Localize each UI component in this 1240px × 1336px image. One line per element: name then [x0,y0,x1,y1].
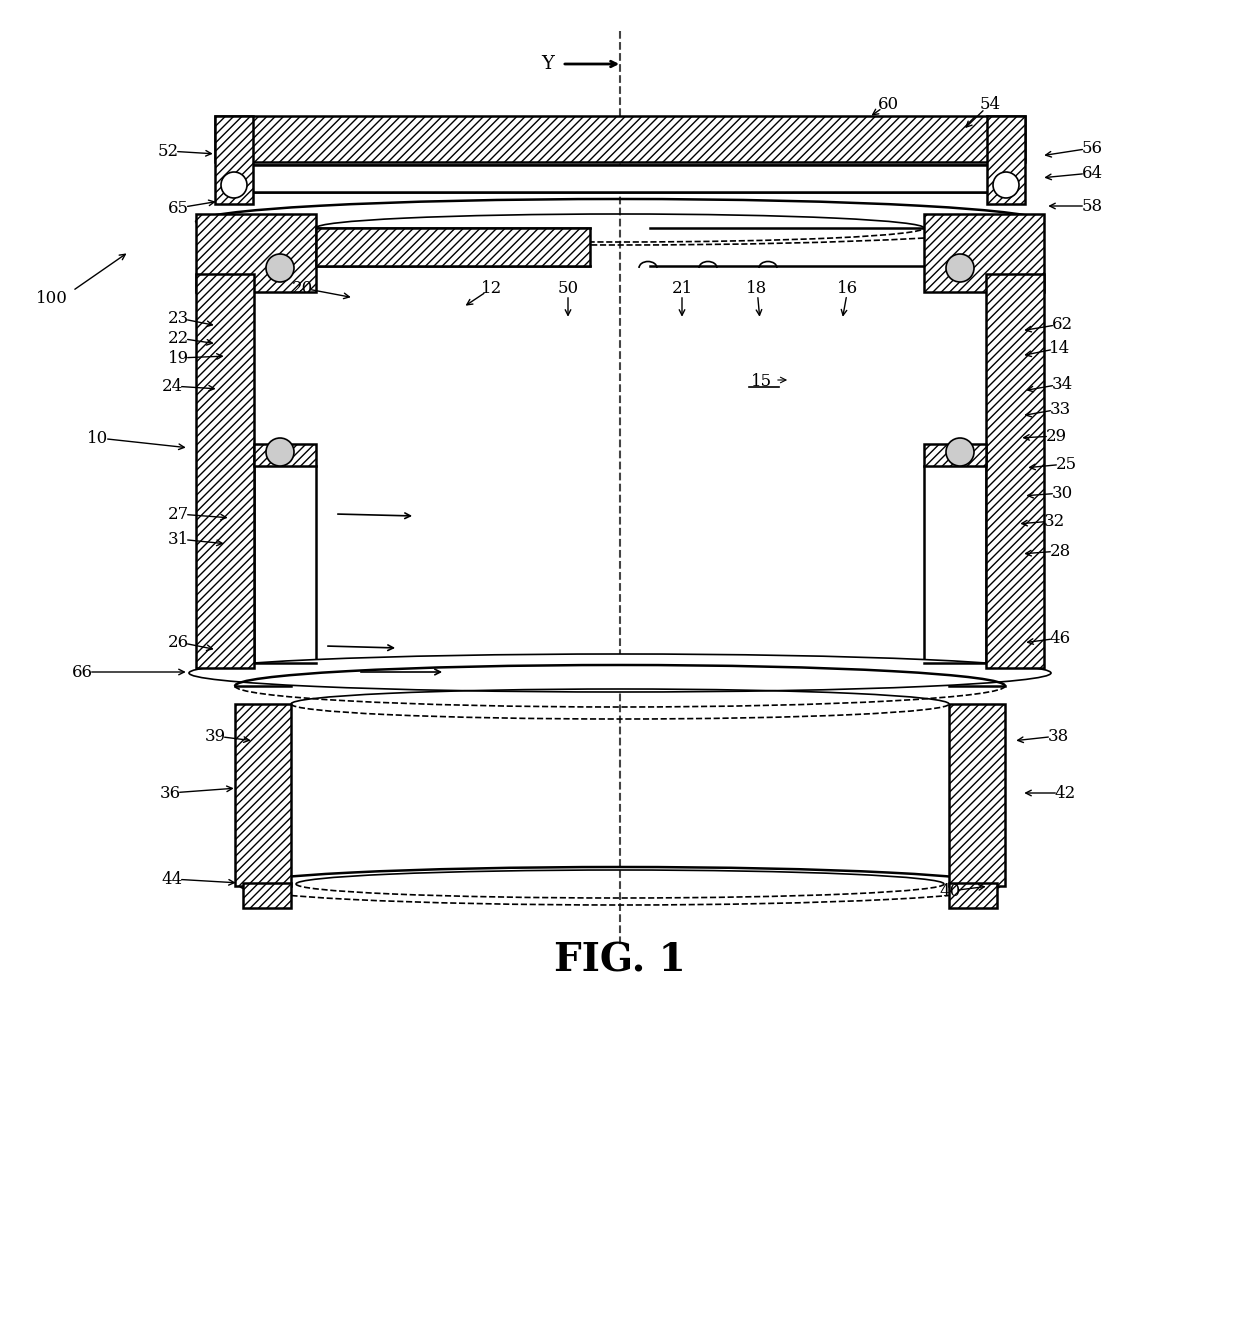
Text: 100: 100 [36,290,68,306]
Text: FIG. 1: FIG. 1 [554,942,686,981]
Text: 29: 29 [1045,428,1066,445]
Text: 40: 40 [940,883,961,899]
Circle shape [267,438,294,466]
Text: 36: 36 [160,784,181,802]
Bar [239,166,1001,192]
Text: 21: 21 [671,279,693,297]
Circle shape [993,172,1019,198]
Text: 38: 38 [1048,728,1069,744]
Text: 32: 32 [1043,513,1065,529]
Text: 42: 42 [1054,784,1075,802]
Circle shape [221,172,247,198]
Text: 30: 30 [1052,485,1073,501]
Circle shape [946,438,973,466]
Text: 31: 31 [167,530,188,548]
Bar [924,444,986,466]
Text: 20: 20 [291,279,312,297]
Text: 28: 28 [1049,542,1070,560]
Ellipse shape [188,655,1052,692]
Bar [254,444,316,466]
Bar [236,704,291,886]
Circle shape [267,254,294,282]
Bar [196,214,316,293]
Text: 23: 23 [167,310,188,326]
Text: 64: 64 [1081,164,1102,182]
Bar [924,214,1044,293]
Bar [196,274,254,668]
Text: 34: 34 [1052,375,1073,393]
Bar [316,228,590,266]
Text: 12: 12 [481,279,502,297]
Text: 27: 27 [167,505,188,522]
Bar [215,116,1025,162]
Text: 66: 66 [72,664,93,680]
Text: 62: 62 [1052,315,1073,333]
Bar [215,116,253,204]
Bar [243,883,291,908]
Text: 15: 15 [751,373,773,390]
Text: 14: 14 [1049,339,1070,357]
Circle shape [946,254,973,282]
Text: 65: 65 [167,199,188,216]
Text: 60: 60 [878,95,899,112]
Bar [987,116,1025,204]
Text: 39: 39 [205,728,226,744]
Bar [949,883,997,908]
Text: 46: 46 [1049,629,1070,647]
Text: 54: 54 [980,95,1001,112]
Text: 19: 19 [167,350,188,366]
Text: 10: 10 [87,429,109,446]
Text: 16: 16 [837,279,858,297]
Text: 24: 24 [161,378,182,394]
Text: 58: 58 [1081,198,1102,215]
Bar [949,704,1004,886]
Text: 18: 18 [746,279,768,297]
Text: 50: 50 [558,279,579,297]
Text: Y: Y [542,55,554,73]
Text: 44: 44 [161,871,182,887]
Text: 52: 52 [157,143,179,159]
Text: 22: 22 [167,330,188,346]
Bar [986,274,1044,668]
Text: 56: 56 [1081,139,1102,156]
Text: 26: 26 [167,633,188,651]
Text: 25: 25 [1055,456,1076,473]
Text: 33: 33 [1049,401,1070,417]
